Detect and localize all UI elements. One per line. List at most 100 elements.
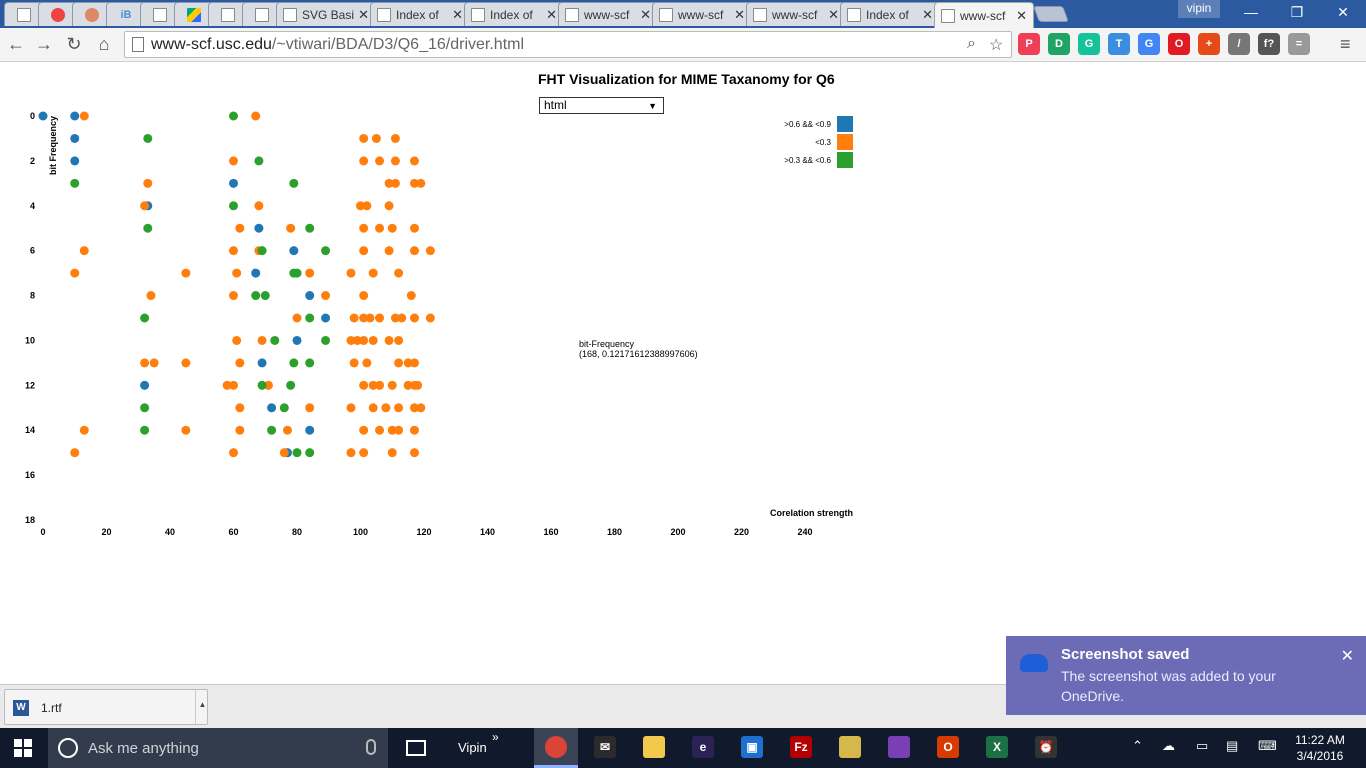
x-tick-label: 200 (670, 527, 685, 537)
data-point (251, 268, 261, 278)
x-tick-label: 120 (416, 527, 431, 537)
home-icon[interactable]: ⌂ (98, 34, 110, 54)
data-point (346, 403, 356, 413)
fonts-icon[interactable]: f? (1258, 33, 1280, 55)
microphone-icon[interactable] (366, 739, 376, 755)
grammarly-icon[interactable]: G (1078, 33, 1100, 55)
notes-icon (839, 736, 861, 758)
data-point (394, 358, 404, 368)
chrome-app[interactable] (534, 728, 578, 768)
data-point (352, 335, 362, 345)
onedrive-tray-icon[interactable]: ☁ (1162, 738, 1175, 753)
browser-tab[interactable]: www-scf ✕ (746, 2, 846, 26)
browser-tab[interactable] (242, 2, 282, 26)
tab-close-icon[interactable]: ✕ (546, 6, 557, 22)
data-point (321, 246, 331, 256)
menu-icon[interactable]: ≡ (1340, 34, 1351, 54)
show-hidden-icons-icon[interactable]: ⌃ (1132, 738, 1143, 753)
pocket-icon[interactable]: P (1018, 33, 1040, 55)
toolbar-label-vipin[interactable]: Vipin (458, 740, 487, 755)
opera-icon[interactable]: O (1168, 33, 1190, 55)
data-point (229, 111, 238, 121)
tab-close-icon[interactable]: ✕ (922, 6, 933, 22)
toast-close-icon[interactable]: ✕ (1340, 648, 1354, 665)
system-clock[interactable]: 11:22 AM 3/4/2016 (1290, 732, 1350, 764)
download-menu-button[interactable]: ▲ (195, 690, 209, 724)
toolbar-more-button[interactable]: » (492, 730, 499, 744)
zoom-search-icon[interactable]: ⌕ (967, 35, 976, 52)
data-point (375, 313, 385, 323)
tab-close-icon[interactable]: ✕ (1016, 7, 1027, 23)
browser-tab[interactable] (38, 2, 78, 26)
data-point (394, 268, 404, 278)
browser-tab[interactable]: www-scf ✕ (652, 2, 752, 26)
tab-label: Index of (866, 7, 909, 22)
notification-toast[interactable]: Screenshot saved The screenshot was adde… (1006, 636, 1366, 715)
action-center-icon[interactable]: ▤ (1226, 738, 1239, 753)
start-button[interactable] (14, 739, 32, 757)
alarm-app[interactable]: ⏰ (1024, 728, 1068, 768)
browser-tab[interactable]: SVG Basi ✕ (276, 2, 376, 26)
timer-icon[interactable]: T (1108, 33, 1130, 55)
eclipse-app[interactable]: e (681, 728, 725, 768)
tab-label: Index of (490, 7, 533, 22)
browser-tab[interactable] (72, 2, 112, 26)
data-point (346, 268, 356, 278)
cortana-search-box[interactable]: Ask me anything (48, 728, 388, 768)
data-point (254, 201, 264, 211)
data-point (235, 358, 245, 368)
tab-close-icon[interactable]: ✕ (640, 6, 651, 22)
data-point (140, 358, 150, 368)
browser-tab[interactable]: Index of ✕ (464, 2, 564, 26)
eyedropper-icon[interactable]: / (1228, 33, 1250, 55)
maximize-icon[interactable]: ❐ (1290, 4, 1304, 20)
addon-icon[interactable]: + (1198, 33, 1220, 55)
minimize-icon[interactable]: — (1244, 4, 1258, 20)
mail-app[interactable]: ✉ (583, 728, 627, 768)
data-point (394, 335, 404, 345)
browser-tab[interactable] (174, 2, 214, 26)
tab-close-icon[interactable]: ✕ (734, 6, 745, 22)
forward-icon[interactable]: → (35, 34, 53, 54)
reload-icon[interactable]: ↻ (66, 34, 82, 54)
remote-app[interactable]: ▣ (730, 728, 774, 768)
tab-close-icon[interactable]: ✕ (452, 6, 463, 22)
back-icon[interactable]: ← (7, 34, 25, 54)
new-tab-button[interactable] (1033, 6, 1069, 22)
notes-icon[interactable]: = (1288, 33, 1310, 55)
browser-tab[interactable] (4, 2, 44, 26)
media-app[interactable] (877, 728, 921, 768)
browser-tab[interactable]: www-scf ✕ (934, 2, 1034, 28)
tab-close-icon[interactable]: ✕ (358, 6, 369, 22)
address-bar[interactable]: www-scf.usc.edu/~vtiwari/BDA/D3/Q6_16/dr… (124, 31, 1012, 58)
battery-icon[interactable]: ▭ (1196, 738, 1209, 753)
page-info-icon[interactable] (132, 37, 144, 52)
download-item[interactable]: W 1.rtf ▲ (4, 689, 208, 725)
data-point (229, 178, 238, 188)
google-translate-icon[interactable]: G (1138, 33, 1160, 55)
x-tick-label: 20 (101, 527, 111, 537)
data-point (140, 425, 150, 435)
filezilla-app[interactable]: Fz (779, 728, 823, 768)
bookmark-star-icon[interactable]: ☆ (989, 37, 1004, 54)
task-view-icon[interactable] (406, 740, 426, 756)
notes-app[interactable] (828, 728, 872, 768)
browser-tab[interactable]: www-scf ✕ (558, 2, 658, 26)
browser-tab[interactable]: Index of ✕ (370, 2, 470, 26)
keyboard-icon[interactable]: ⌨ (1258, 738, 1277, 753)
office-app[interactable]: O (926, 728, 970, 768)
google-drive-icon[interactable]: D (1048, 33, 1070, 55)
x-tick-label: 180 (607, 527, 622, 537)
x-tick-label: 40 (165, 527, 175, 537)
profile-button[interactable]: vipin (1178, 0, 1220, 18)
mime-type-select[interactable]: html ▼ (539, 97, 664, 114)
data-point (387, 380, 397, 390)
browser-tab[interactable]: Index of ✕ (840, 2, 940, 26)
file-explorer-app[interactable] (632, 728, 676, 768)
tab-close-icon[interactable]: ✕ (828, 6, 839, 22)
excel-app[interactable]: X (975, 728, 1019, 768)
data-point (251, 111, 261, 121)
close-window-icon[interactable]: ✕ (1337, 4, 1349, 20)
url-text[interactable]: www-scf.usc.edu/~vtiwari/BDA/D3/Q6_16/dr… (151, 36, 524, 54)
data-point (387, 448, 397, 458)
